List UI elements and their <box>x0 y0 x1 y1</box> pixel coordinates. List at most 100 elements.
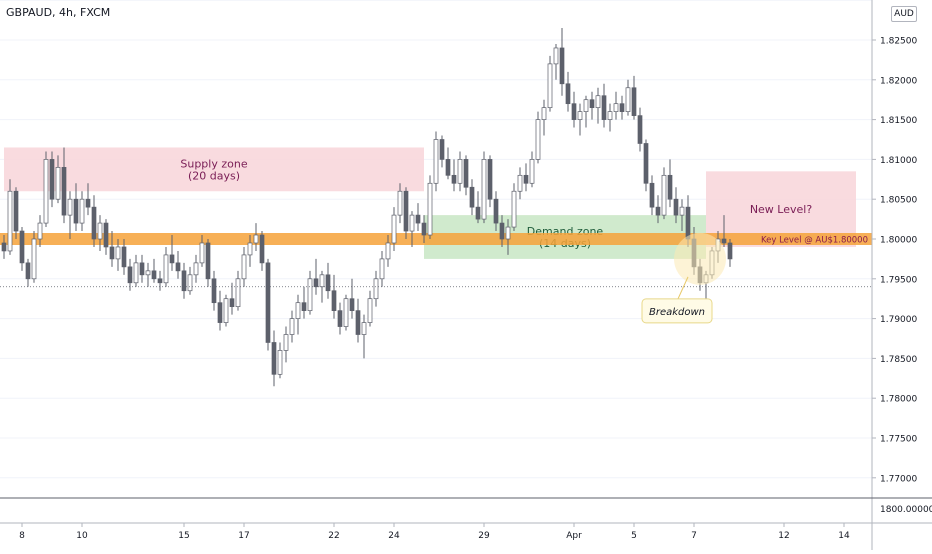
candle-body <box>85 198 91 208</box>
candle-body <box>121 246 127 268</box>
candle-body <box>7 190 13 252</box>
candle-body <box>37 222 43 240</box>
candle-body <box>163 254 169 284</box>
candle-body <box>529 159 535 184</box>
candle-body <box>241 254 247 280</box>
candle-body <box>643 143 649 184</box>
currency-tag[interactable]: AUD <box>891 6 917 22</box>
x-tick-label: 5 <box>631 531 637 541</box>
candle-body <box>439 139 445 160</box>
candle-body <box>355 310 361 335</box>
candle-body <box>259 234 265 264</box>
candle-body <box>613 103 619 112</box>
candle-body <box>385 242 391 260</box>
candle-body <box>595 95 601 109</box>
candle-body <box>511 190 517 228</box>
candle-body <box>721 238 727 244</box>
candle-body <box>349 298 355 311</box>
candle-body <box>415 214 421 224</box>
candles <box>1 28 733 387</box>
candle-body <box>493 198 499 224</box>
candle-body <box>295 302 301 319</box>
candle-body <box>187 274 193 292</box>
candle-body <box>421 222 427 236</box>
key-level-label: Key Level @ AU$1.80000 <box>761 236 868 246</box>
y-tick-label: 1.80500 <box>880 196 917 206</box>
candle-body <box>499 222 505 240</box>
y-tick-label: 1.82000 <box>880 76 917 86</box>
candle-body <box>409 214 415 232</box>
candle-body <box>91 206 97 240</box>
candle-body <box>367 298 373 323</box>
y-tick-label: 1.79000 <box>880 315 917 325</box>
candle-body <box>619 103 625 112</box>
candle-body <box>565 83 571 105</box>
overlays: Breakdown <box>0 232 872 324</box>
candle-body <box>625 87 631 112</box>
candle-body <box>649 182 655 208</box>
x-tick-label: 14 <box>838 531 850 541</box>
candle-body <box>637 115 643 144</box>
y-tick-label: 1.80000 <box>880 236 917 246</box>
candle-body <box>265 262 271 343</box>
x-tick-label: 24 <box>388 531 400 541</box>
candle-body <box>331 290 337 311</box>
zone-label: Supply zone <box>180 157 247 170</box>
candle-body <box>157 278 163 284</box>
candle-body <box>547 63 553 109</box>
candle-body <box>601 95 607 120</box>
candle-body <box>673 198 679 216</box>
candle-body <box>463 159 469 188</box>
candle-body <box>379 258 385 280</box>
lower-pane-axis-label: 1800.00000 <box>880 505 932 515</box>
x-tick-label: 15 <box>178 531 189 541</box>
candle-body <box>13 190 19 232</box>
candle-body <box>217 302 223 323</box>
candle-body <box>631 87 637 116</box>
y-tick-label: 1.81500 <box>880 116 917 126</box>
zone-label: (20 days) <box>188 169 240 182</box>
candle-body <box>571 103 577 120</box>
candle-body <box>79 198 85 224</box>
candle-body <box>235 278 241 308</box>
candle-body <box>403 190 409 232</box>
candle-body <box>397 190 403 216</box>
candle-body <box>109 246 115 260</box>
candle-body <box>313 278 319 288</box>
candle-body <box>67 198 73 216</box>
candle-body <box>679 206 685 216</box>
candle-body <box>223 298 229 323</box>
candle-body <box>451 174 457 184</box>
candle-body <box>247 242 253 256</box>
y-tick-label: 1.81000 <box>880 156 917 166</box>
candle-body <box>655 206 661 216</box>
y-tick-label: 1.78000 <box>880 395 917 405</box>
candle-body <box>337 310 343 327</box>
candle-body <box>685 206 691 240</box>
annotation-box <box>641 298 713 324</box>
candle-body <box>271 342 277 375</box>
candle-body <box>433 139 439 184</box>
x-tick-label: 29 <box>478 531 490 541</box>
x-tick-label: 17 <box>238 531 249 541</box>
y-tick-label: 1.79500 <box>880 275 917 285</box>
candle-body <box>475 206 481 220</box>
candle-body <box>589 99 595 109</box>
candle-body <box>319 274 325 288</box>
candle-body <box>19 230 25 264</box>
candle-body <box>1 242 7 252</box>
candle-body <box>541 107 547 120</box>
candle-body <box>361 322 367 335</box>
candle-body <box>127 266 133 284</box>
candle-body <box>283 334 289 351</box>
candle-body <box>307 278 313 311</box>
y-tick-label: 1.82500 <box>880 37 917 47</box>
candle-body <box>31 238 37 280</box>
x-tick-label: 22 <box>328 531 339 541</box>
candle-body <box>523 174 529 184</box>
candle-body <box>457 159 463 184</box>
candle-body <box>553 47 559 65</box>
